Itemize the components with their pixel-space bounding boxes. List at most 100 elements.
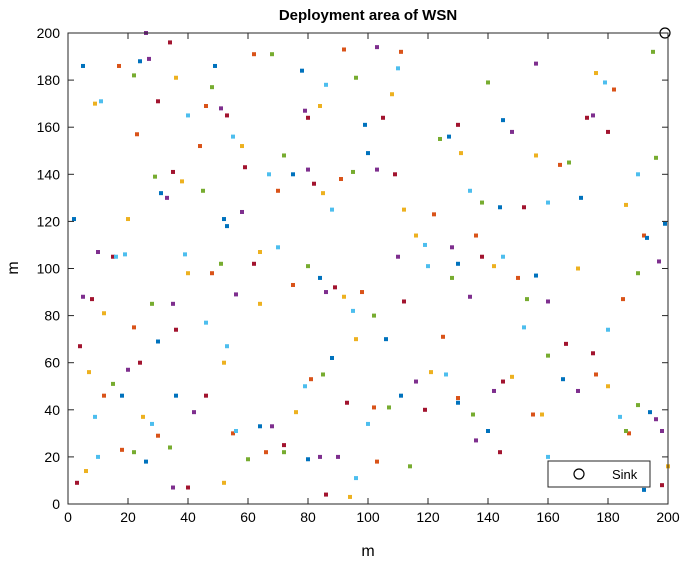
sensor-node-point	[318, 104, 322, 109]
sensor-node-point	[372, 405, 376, 410]
sensor-node-point	[657, 259, 661, 264]
sensor-node-point	[429, 370, 433, 375]
sensor-node-point	[447, 134, 451, 139]
sensor-node-point	[375, 45, 379, 50]
sensor-node-point	[375, 459, 379, 464]
sensor-node-point	[624, 202, 628, 207]
sensor-node-point	[120, 393, 124, 398]
sensor-node-point	[252, 52, 256, 57]
sensor-node-point	[654, 417, 658, 422]
sensor-node-point	[231, 431, 235, 436]
sensor-node-point	[156, 99, 160, 104]
sensor-node-point	[174, 327, 178, 332]
sensor-node-point	[381, 115, 385, 120]
x-tick-label: 80	[300, 509, 316, 525]
sensor-node-point	[330, 355, 334, 360]
sensor-node-point	[606, 384, 610, 389]
sensor-node-point	[204, 393, 208, 398]
sensor-node-point	[585, 115, 589, 120]
sensor-node-point	[660, 428, 664, 433]
sensor-node-point	[387, 405, 391, 410]
sensor-node-point	[366, 151, 370, 156]
y-tick-label: 200	[37, 25, 61, 41]
sensor-node-point	[594, 71, 598, 76]
sensor-node-point	[318, 275, 322, 280]
y-tick-label: 20	[44, 449, 60, 465]
sensor-node-point	[270, 424, 274, 429]
sensor-node-point	[546, 200, 550, 205]
sensor-node-point	[234, 428, 238, 433]
sensor-node-point	[354, 337, 358, 342]
sensor-node-point	[375, 167, 379, 172]
sensor-node-point	[159, 191, 163, 196]
legend-sink-marker	[573, 468, 585, 480]
sensor-node-point	[240, 209, 244, 214]
sensor-node-point	[165, 195, 169, 200]
sensor-node-point	[636, 172, 640, 177]
chart-title: Deployment area of WSN	[279, 7, 457, 24]
sensor-node-point	[396, 66, 400, 71]
sensor-node-point	[342, 294, 346, 299]
sensor-node-point	[546, 454, 550, 459]
x-tick-label: 160	[536, 509, 560, 525]
sensor-node-point	[114, 254, 118, 259]
sensor-node-point	[471, 412, 475, 417]
sensor-node-point	[468, 294, 472, 299]
sensor-node-point	[294, 410, 298, 415]
sensor-node-point	[306, 264, 310, 269]
sensor-node-point	[567, 160, 571, 165]
sensor-node-point	[636, 403, 640, 408]
sensor-node-point	[501, 379, 505, 384]
sensor-node-point	[522, 325, 526, 330]
sensor-node-point	[234, 292, 238, 297]
sensor-node-point	[258, 250, 262, 255]
sensor-node-point	[306, 167, 310, 172]
sensor-node-point	[627, 431, 631, 436]
sensor-node-point	[456, 261, 460, 266]
sensor-node-point	[663, 221, 667, 226]
sensor-node-point	[561, 377, 565, 382]
sensor-node-point	[276, 188, 280, 193]
x-tick-label: 40	[180, 509, 196, 525]
sensor-node-point	[303, 108, 307, 113]
sensor-node-point	[339, 177, 343, 182]
sensor-node-point	[132, 325, 136, 330]
sensor-node-point	[564, 341, 568, 346]
sensor-node-point	[81, 294, 85, 299]
x-tick-label: 100	[356, 509, 380, 525]
sensor-node-point	[534, 61, 538, 66]
sensor-node-point	[225, 113, 229, 118]
sensor-node-point	[441, 334, 445, 339]
sensor-node-point	[474, 438, 478, 443]
sensor-node-point	[444, 372, 448, 377]
sensor-node-point	[321, 191, 325, 196]
sensor-node-point	[300, 68, 304, 73]
sensor-node-point	[93, 414, 97, 419]
sensor-node-point	[180, 179, 184, 184]
x-axis-label: m	[361, 543, 374, 560]
x-tick-label: 0	[64, 509, 72, 525]
sensor-node-point	[324, 492, 328, 497]
legend-box	[547, 460, 651, 488]
x-tick-label: 20	[120, 509, 136, 525]
sensor-node-point	[126, 367, 130, 372]
legend-sink-label: Sink	[612, 467, 638, 482]
sensor-node-point	[486, 428, 490, 433]
sensor-node-point	[174, 393, 178, 398]
sensor-node-point	[651, 49, 655, 54]
sensor-node-point	[399, 393, 403, 398]
y-tick-label: 140	[37, 166, 61, 182]
sensor-node-point	[594, 372, 598, 377]
sensor-node-point	[282, 443, 286, 448]
sensor-node-point	[438, 136, 442, 141]
sensor-node-point	[390, 92, 394, 97]
sensor-node-point	[624, 428, 628, 433]
sensor-node-point	[546, 353, 550, 358]
legend: Sink	[547, 460, 651, 488]
sensor-node-point	[450, 245, 454, 250]
sensor-node-point	[204, 104, 208, 109]
sensor-node-point	[204, 320, 208, 325]
sensor-node-point	[456, 122, 460, 127]
sensor-node-point	[96, 454, 100, 459]
